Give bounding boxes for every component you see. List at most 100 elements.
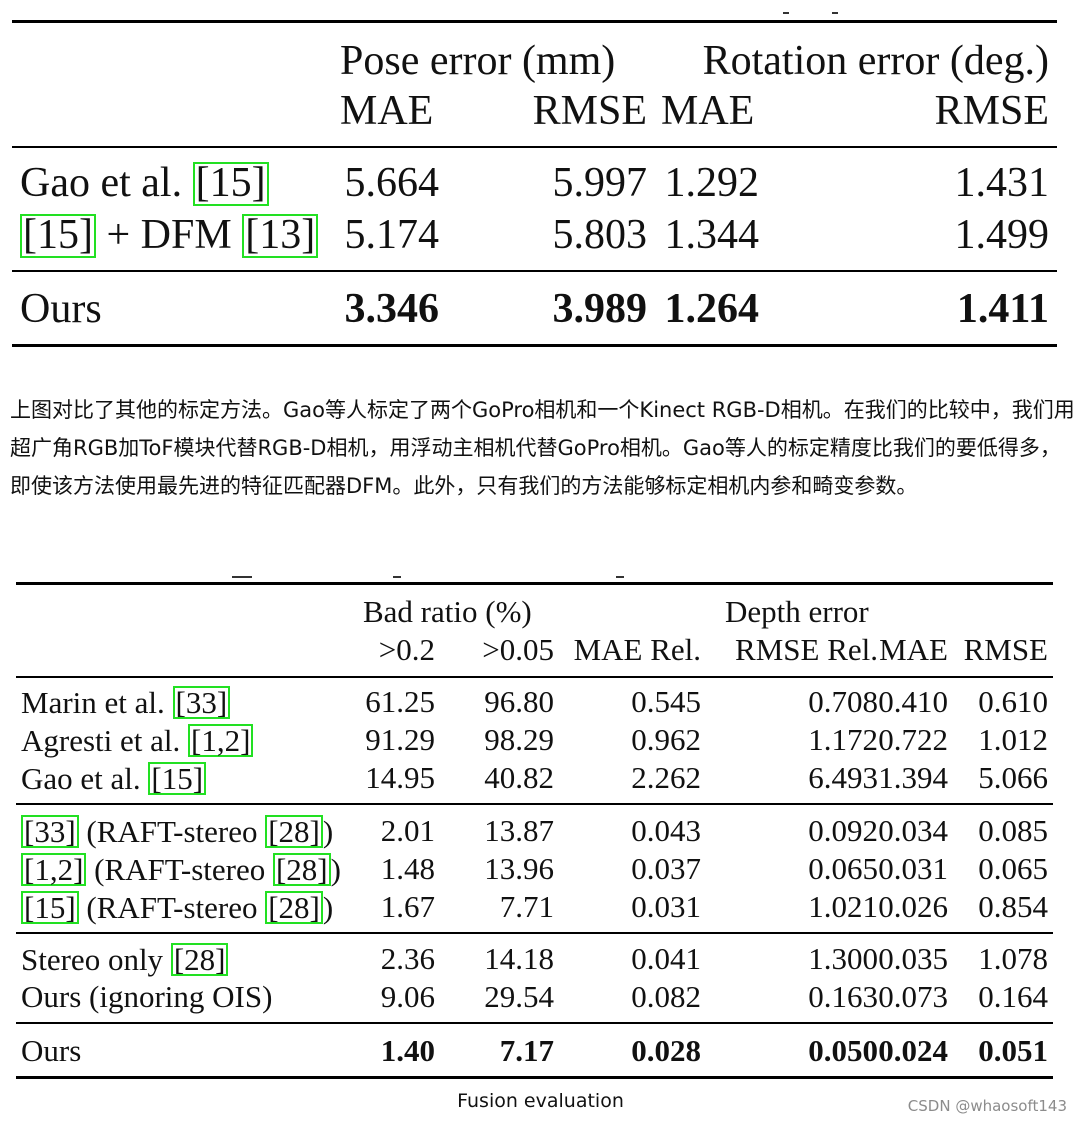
table2-cell: 14.95: [365, 760, 435, 795]
table2-cell: 0.024: [878, 1033, 948, 1068]
table1-header-rule: [12, 146, 1057, 148]
table2-cell: 0.050: [808, 1033, 878, 1068]
table2-cell: 1.67: [380, 889, 435, 924]
table2-method: [1,2] (RAFT-stereo [28]): [21, 853, 341, 887]
table1-top-rule: [12, 20, 1057, 23]
table2-header-rule: [16, 676, 1053, 678]
table2-cell: 0.031: [631, 889, 701, 924]
table2-method: [15] (RAFT-stereo [28]): [21, 891, 333, 925]
citation-link[interactable]: [28]: [265, 815, 323, 849]
table2-cell: 2.36: [380, 941, 435, 976]
citation-link[interactable]: [28]: [170, 943, 229, 977]
table1-col-pose-mae: MAE: [340, 88, 434, 134]
table2-cell: 1.40: [380, 1033, 435, 1068]
clipped-mark: [232, 576, 252, 578]
table2-cell: 0.722: [878, 722, 948, 757]
watermark: CSDN @whaosoft143: [907, 1097, 1067, 1115]
citation-link[interactable]: [15]: [192, 162, 269, 206]
table1-cell: 5.997: [552, 160, 648, 206]
table2-cell: 6.493: [808, 760, 878, 795]
table1-cell: 5.803: [552, 212, 648, 258]
table2-cell: 1.172: [808, 722, 878, 757]
table2-cell: 0.028: [631, 1033, 701, 1068]
table2-method: Marin et al. [33]: [21, 686, 231, 720]
citation-link[interactable]: [28]: [265, 891, 323, 925]
table2-method: Agresti et al. [1,2]: [21, 724, 254, 758]
table2-col-mae: MAE: [879, 632, 948, 667]
citation-link[interactable]: [15]: [20, 214, 96, 258]
table1-bottom-rule: [12, 344, 1057, 347]
table2-cell: 1.394: [878, 760, 948, 795]
table2-method: Gao et al. [15]: [21, 762, 207, 796]
table1-cell: 1.411: [956, 286, 1049, 332]
table2-method: Stereo only [28]: [21, 943, 229, 977]
table2-cell: 1.300: [808, 941, 878, 976]
table2-rule-2: [16, 803, 1053, 805]
table2-rule-3: [16, 932, 1053, 934]
table2-method: Ours: [21, 1033, 82, 1068]
table2-col-bad-02: >0.2: [378, 632, 435, 667]
table2-cell: 91.29: [365, 722, 435, 757]
table2-cell: 98.29: [484, 722, 554, 757]
table1-cell: 1.431: [954, 160, 1050, 206]
table2-cell: 0.035: [878, 941, 948, 976]
table2-col-rmse: RMSE: [963, 632, 1048, 667]
citation-link[interactable]: [13]: [242, 214, 319, 258]
clipped-mark: [393, 576, 401, 578]
table2-cell: 0.041: [631, 941, 701, 976]
table2-cell: 2.01: [380, 813, 435, 848]
table2-cell: 0.708: [808, 684, 878, 719]
table1-method: Gao et al. [15]: [20, 162, 269, 206]
table1-method: Ours: [20, 286, 102, 332]
table2-col-rmse-rel: RMSE Rel.: [735, 632, 878, 667]
table2-cell: 1.078: [978, 941, 1048, 976]
table2-cell: 0.051: [978, 1033, 1048, 1068]
table2-cell: 0.043: [631, 813, 701, 848]
table2-method: [33] (RAFT-stereo [28]): [21, 815, 333, 849]
table1-cell: 1.264: [664, 286, 760, 332]
table1-cell: 5.174: [344, 212, 440, 258]
table1-cell: 1.499: [954, 212, 1050, 258]
table2-cell: 0.034: [878, 813, 948, 848]
table2-cell: 1.021: [808, 889, 878, 924]
table2-cell: 0.163: [808, 979, 878, 1014]
table2-cell: 96.80: [484, 684, 554, 719]
citation-link[interactable]: [15]: [148, 762, 207, 796]
table2-cell: 5.066: [978, 760, 1048, 795]
table2-cell: 14.18: [484, 941, 554, 976]
table2-cell: 0.065: [808, 851, 878, 886]
table2-cell: 1.48: [380, 851, 435, 886]
table2-cell: 13.96: [484, 851, 554, 886]
table1-group-rotation: Rotation error (deg.): [702, 38, 1049, 84]
table2-cell: 7.17: [499, 1033, 554, 1068]
clipped-mark: [832, 12, 838, 14]
citation-link[interactable]: [1,2]: [21, 853, 87, 887]
citation-link[interactable]: [28]: [272, 853, 331, 887]
citation-link[interactable]: [15]: [21, 891, 79, 925]
table2-cell: 2.262: [631, 760, 701, 795]
clipped-mark: [616, 576, 624, 578]
table2-cell: 61.25: [365, 684, 435, 719]
table2-cell: 0.065: [978, 851, 1048, 886]
table2-cell: 0.410: [878, 684, 948, 719]
table2-col-mae-rel: MAE Rel.: [573, 632, 701, 667]
table1-group-pose: Pose error (mm): [340, 38, 616, 84]
table2-cell: 0.854: [978, 889, 1048, 924]
table2-cell: 7.71: [499, 889, 554, 924]
table2-cell: 9.06: [380, 979, 435, 1014]
table2-cell: 0.092: [808, 813, 878, 848]
citation-link[interactable]: [33]: [21, 815, 79, 849]
table2-cell: 0.164: [978, 979, 1048, 1014]
table2-cell: 0.545: [631, 684, 701, 719]
citation-link[interactable]: [33]: [172, 686, 231, 720]
citation-link[interactable]: [1,2]: [188, 724, 254, 758]
table2-top-rule: [16, 582, 1053, 585]
table2-cell: 0.026: [878, 889, 948, 924]
table1-col-rot-rmse: RMSE: [934, 88, 1049, 134]
table1-col-pose-rmse: RMSE: [532, 88, 647, 134]
table2-group-depth-error: Depth error: [725, 594, 869, 629]
table2-cell: 0.610: [978, 684, 1048, 719]
table2-rule-4: [16, 1022, 1053, 1024]
table1-cell: 5.664: [344, 160, 440, 206]
table2-cell: 0.073: [878, 979, 948, 1014]
